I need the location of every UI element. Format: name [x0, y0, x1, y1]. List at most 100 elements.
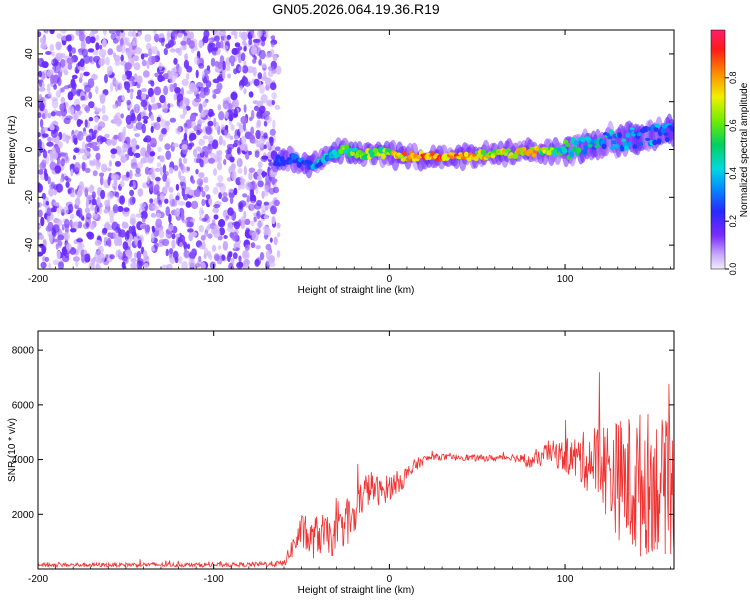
noise-speckle [237, 184, 241, 191]
noise-speckle [254, 150, 260, 158]
noise-speckle [162, 173, 168, 182]
noise-speckle [139, 203, 146, 208]
noise-speckle [208, 197, 213, 206]
noise-speckle [201, 190, 206, 198]
noise-speckle [105, 167, 112, 172]
ridge-point [463, 151, 469, 158]
ridge-point [338, 148, 344, 155]
noise-speckle [172, 83, 176, 90]
noise-speckle [251, 109, 255, 120]
noise-speckle [38, 234, 45, 240]
ridge-point [670, 126, 674, 132]
noise-speckle [63, 69, 69, 76]
noise-speckle [182, 106, 188, 116]
ridge-point [625, 132, 631, 138]
y-tick-label: 8000 [12, 346, 35, 357]
noise-speckle [142, 70, 150, 78]
noise-speckle [244, 81, 251, 87]
ridge-point [608, 129, 614, 136]
noise-speckle [272, 119, 276, 130]
noise-speckle [137, 31, 141, 37]
noise-speckle [157, 74, 164, 83]
noise-speckle [84, 207, 91, 214]
noise-speckle [171, 239, 176, 249]
noise-speckle [135, 95, 142, 100]
noise-speckle [53, 184, 59, 191]
noise-speckle [92, 73, 96, 81]
noise-speckle [195, 69, 199, 79]
noise-speckle [167, 103, 171, 109]
noise-speckle [63, 85, 70, 90]
noise-speckle [69, 213, 75, 220]
noise-speckle [240, 31, 248, 41]
noise-speckle [265, 115, 272, 124]
noise-speckle [49, 161, 57, 171]
noise-speckle [239, 143, 246, 151]
noise-speckle [179, 175, 186, 182]
noise-speckle [249, 200, 257, 211]
noise-speckle [60, 87, 65, 93]
spectrogram-x-axis-label: Height of straight line (km) [298, 285, 415, 296]
noise-speckle [153, 242, 159, 250]
noise-speckle [92, 145, 100, 152]
noise-speckle [160, 118, 167, 128]
noise-speckle [91, 198, 97, 206]
noise-speckle [270, 205, 277, 215]
noise-speckle [38, 169, 44, 175]
ridge-point [645, 137, 651, 141]
noise-speckle [238, 124, 244, 134]
noise-speckle [65, 181, 70, 189]
noise-speckle [239, 85, 243, 91]
noise-speckle [86, 194, 94, 201]
noise-speckle [231, 231, 239, 242]
ridge-point [626, 141, 632, 147]
ridge-point [576, 147, 582, 154]
noise-speckle [164, 198, 169, 204]
noise-speckle [117, 99, 122, 107]
noise-speckle [196, 129, 201, 136]
noise-speckle [60, 30, 67, 34]
noise-speckle [47, 91, 52, 98]
noise-speckle [60, 96, 66, 104]
noise-speckle [74, 129, 79, 135]
noise-speckle [250, 220, 255, 227]
noise-speckle [204, 232, 209, 237]
noise-speckle [198, 138, 205, 146]
noise-speckle [86, 231, 93, 238]
noise-speckle [158, 229, 165, 239]
noise-speckle [215, 49, 221, 56]
ridge-point [638, 141, 644, 146]
noise-speckle [218, 245, 222, 250]
noise-speckle [91, 30, 99, 35]
noise-speckle [135, 122, 144, 130]
noise-speckle [85, 104, 90, 114]
noise-speckle [226, 65, 231, 72]
noise-speckle [67, 189, 72, 195]
noise-speckle [42, 133, 49, 138]
noise-speckle [158, 62, 163, 71]
noise-speckle [93, 129, 98, 135]
noise-speckle [153, 33, 160, 43]
noise-speckle [234, 42, 241, 48]
noise-speckle [39, 37, 46, 44]
noise-speckle [234, 135, 240, 140]
noise-speckle [38, 70, 43, 78]
ridge-point [660, 127, 666, 134]
noise-speckle [100, 136, 107, 143]
ridge-point [573, 140, 579, 146]
noise-speckle [135, 104, 139, 113]
ridge-point [317, 161, 323, 167]
noise-speckle [114, 160, 122, 167]
noise-speckle [112, 204, 119, 214]
noise-speckle [263, 214, 269, 220]
ridge-point [276, 162, 282, 167]
snr-panel: -200 -100 0 100 2000 4000 6000 8000 Height of … [7, 330, 675, 596]
noise-speckle [263, 225, 270, 232]
noise-speckle [80, 253, 85, 263]
noise-speckle [50, 111, 56, 117]
noise-speckle [107, 191, 114, 200]
noise-speckle [65, 34, 72, 42]
noise-speckle [213, 88, 221, 95]
noise-speckle [81, 216, 85, 221]
noise-speckle [229, 135, 234, 140]
